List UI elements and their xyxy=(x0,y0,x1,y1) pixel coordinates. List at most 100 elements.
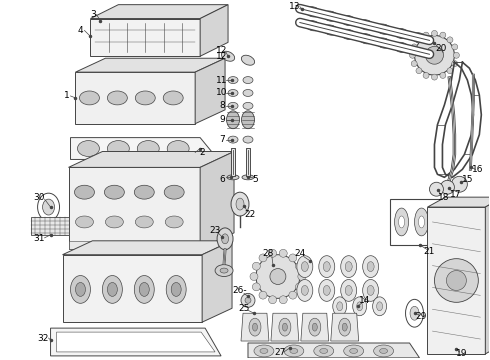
Polygon shape xyxy=(56,332,215,352)
Ellipse shape xyxy=(135,91,155,105)
Ellipse shape xyxy=(376,38,392,48)
Ellipse shape xyxy=(71,275,91,303)
Circle shape xyxy=(423,32,429,38)
Ellipse shape xyxy=(312,323,318,331)
Text: 15: 15 xyxy=(462,175,473,184)
Ellipse shape xyxy=(341,279,357,301)
Ellipse shape xyxy=(357,302,363,311)
Ellipse shape xyxy=(79,91,99,105)
Circle shape xyxy=(432,74,438,80)
Ellipse shape xyxy=(77,141,99,157)
Circle shape xyxy=(289,254,297,262)
Ellipse shape xyxy=(279,318,291,336)
Ellipse shape xyxy=(228,90,238,96)
Circle shape xyxy=(435,259,478,302)
Ellipse shape xyxy=(107,283,118,296)
Ellipse shape xyxy=(339,318,351,336)
Polygon shape xyxy=(63,255,202,322)
Circle shape xyxy=(446,271,466,291)
Ellipse shape xyxy=(284,345,304,357)
Ellipse shape xyxy=(319,279,335,301)
Circle shape xyxy=(452,60,458,67)
Ellipse shape xyxy=(139,283,149,296)
Ellipse shape xyxy=(345,285,352,295)
Circle shape xyxy=(452,44,458,50)
Text: 4: 4 xyxy=(77,26,83,35)
Ellipse shape xyxy=(242,111,254,129)
Text: 29: 29 xyxy=(416,312,427,321)
Ellipse shape xyxy=(415,208,428,236)
Ellipse shape xyxy=(350,348,358,354)
Ellipse shape xyxy=(228,102,238,109)
Polygon shape xyxy=(69,152,234,167)
Circle shape xyxy=(425,46,443,64)
Ellipse shape xyxy=(323,11,339,21)
Ellipse shape xyxy=(75,216,94,228)
Circle shape xyxy=(410,52,416,58)
Ellipse shape xyxy=(215,265,233,276)
Ellipse shape xyxy=(309,318,321,336)
Ellipse shape xyxy=(376,24,392,34)
Text: 32: 32 xyxy=(37,334,48,343)
Ellipse shape xyxy=(243,77,253,84)
Ellipse shape xyxy=(341,256,357,278)
Text: 26-: 26- xyxy=(233,286,247,295)
Circle shape xyxy=(432,31,438,36)
Ellipse shape xyxy=(104,185,124,199)
Text: 18: 18 xyxy=(438,193,449,202)
Text: 27: 27 xyxy=(274,348,286,357)
Circle shape xyxy=(245,297,251,303)
Ellipse shape xyxy=(165,216,183,228)
Ellipse shape xyxy=(358,33,374,44)
Text: 23: 23 xyxy=(209,226,221,235)
Ellipse shape xyxy=(107,91,127,105)
Ellipse shape xyxy=(249,318,261,336)
Polygon shape xyxy=(427,197,490,207)
Circle shape xyxy=(279,296,287,304)
Ellipse shape xyxy=(167,141,189,157)
Circle shape xyxy=(453,52,460,58)
Polygon shape xyxy=(241,313,269,341)
Text: 22: 22 xyxy=(245,210,256,219)
Ellipse shape xyxy=(363,279,379,301)
Polygon shape xyxy=(485,197,490,354)
Ellipse shape xyxy=(435,208,448,236)
Ellipse shape xyxy=(134,185,154,199)
Ellipse shape xyxy=(74,185,95,199)
Ellipse shape xyxy=(341,15,356,26)
Circle shape xyxy=(423,72,429,78)
Ellipse shape xyxy=(394,208,409,236)
Polygon shape xyxy=(71,138,218,159)
Ellipse shape xyxy=(243,90,253,96)
Circle shape xyxy=(441,180,454,194)
Ellipse shape xyxy=(314,345,334,357)
Circle shape xyxy=(440,32,446,38)
Ellipse shape xyxy=(254,345,274,357)
Ellipse shape xyxy=(171,283,181,296)
Circle shape xyxy=(415,35,454,75)
Polygon shape xyxy=(69,167,200,249)
Polygon shape xyxy=(91,19,200,56)
Ellipse shape xyxy=(135,216,153,228)
Ellipse shape xyxy=(305,21,320,31)
Circle shape xyxy=(429,182,443,196)
Ellipse shape xyxy=(454,208,468,236)
Ellipse shape xyxy=(377,302,383,311)
Ellipse shape xyxy=(217,228,233,250)
Circle shape xyxy=(259,291,267,299)
Polygon shape xyxy=(331,313,359,341)
Circle shape xyxy=(447,68,453,74)
Ellipse shape xyxy=(333,297,347,316)
Ellipse shape xyxy=(439,216,444,228)
Circle shape xyxy=(451,176,467,192)
Ellipse shape xyxy=(367,262,374,271)
Ellipse shape xyxy=(38,193,59,221)
Ellipse shape xyxy=(163,91,183,105)
Polygon shape xyxy=(50,328,221,356)
Ellipse shape xyxy=(301,262,308,271)
Ellipse shape xyxy=(323,285,330,295)
Circle shape xyxy=(252,262,260,270)
Ellipse shape xyxy=(242,175,254,180)
Ellipse shape xyxy=(102,275,122,303)
Ellipse shape xyxy=(134,275,154,303)
